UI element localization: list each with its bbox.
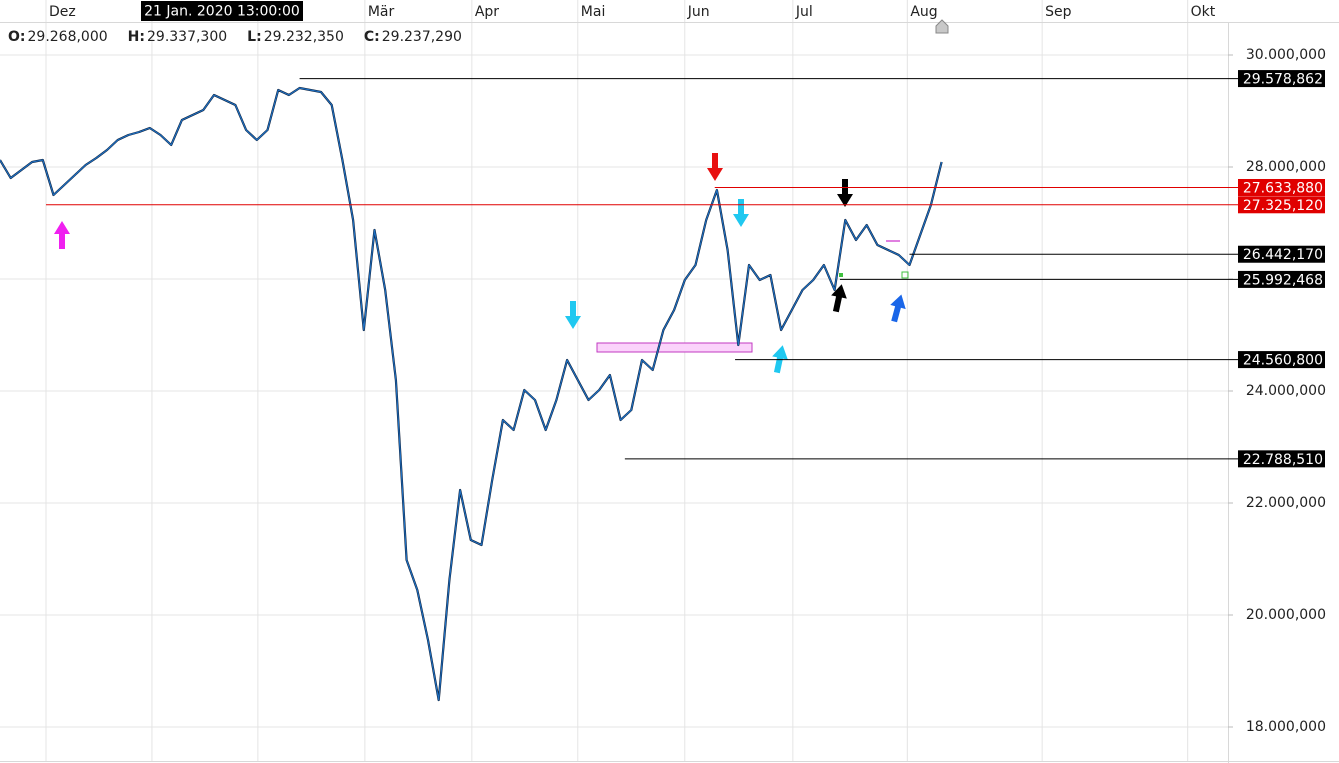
x-tick-label: Jul: [795, 4, 813, 20]
x-tick-label: Aug: [910, 4, 937, 20]
level-box: [1238, 178, 1325, 196]
y-tick-label: 24.000,000: [1246, 383, 1326, 399]
x-tick-label: Mär: [368, 4, 395, 20]
marker: [839, 273, 843, 277]
x-tick-label: Apr: [475, 4, 499, 20]
x-tick-label: Okt: [1191, 4, 1216, 20]
level-label: 27.325,120: [1243, 198, 1323, 214]
ohlc-value: 29.268,000: [28, 29, 108, 45]
ohlc: O: 29.268,000 H: 29.337,300 L: 29.232,350 C: 29…: [8, 29, 462, 45]
zone-box: [596, 342, 753, 353]
x-tick-label: Dez: [49, 4, 76, 20]
level-box: [1238, 70, 1325, 88]
x-tick-label: Jun: [687, 4, 710, 20]
marker: [901, 271, 909, 279]
level-label: 24.560,800: [1243, 353, 1323, 369]
ohlc-key: O:: [8, 29, 26, 45]
grid: [0, 0, 1233, 761]
levels: 29.578,862 27.633,880 27.325,120 26.442,170…: [46, 70, 1325, 468]
ohlc-value: 29.232,350: [264, 29, 344, 45]
ohlc-key: C:: [364, 29, 380, 45]
level-box: [1238, 270, 1325, 288]
crosshair-label: 21 Jan. 2020 13:00:00: [144, 4, 300, 20]
ohlc-key: L:: [247, 29, 262, 45]
level-label: 29.578,862: [1243, 72, 1323, 88]
y-tick-label: 22.000,000: [1246, 495, 1326, 511]
y-tick-label: 30.000,000: [1246, 47, 1326, 63]
level-label: 26.442,170: [1243, 247, 1323, 263]
level-box: [1238, 245, 1325, 263]
level-label: 25.992,468: [1243, 272, 1323, 288]
marker: [886, 240, 900, 242]
ohlc-key: H:: [128, 29, 145, 45]
x-tick-label: Sep: [1045, 4, 1072, 20]
ohlc-value: 29.337,300: [147, 29, 227, 45]
level-label: 27.633,880: [1243, 180, 1323, 196]
y-tick-label: 18.000,000: [1246, 719, 1326, 735]
level-box: [1238, 351, 1325, 369]
ohlc-value: 29.237,290: [382, 29, 462, 45]
scroll-marker: [935, 19, 949, 34]
y-tick-label: 20.000,000: [1246, 607, 1326, 623]
level-box: [1238, 450, 1325, 468]
crosshair-box: [141, 1, 303, 21]
price-line: [0, 87, 943, 701]
y-tick-label: 28.000,000: [1246, 159, 1326, 175]
plot: [0, 86, 943, 702]
x-tick-label: Mai: [581, 4, 606, 20]
level-label: 22.788,510: [1243, 452, 1323, 468]
level-box: [1238, 196, 1325, 214]
